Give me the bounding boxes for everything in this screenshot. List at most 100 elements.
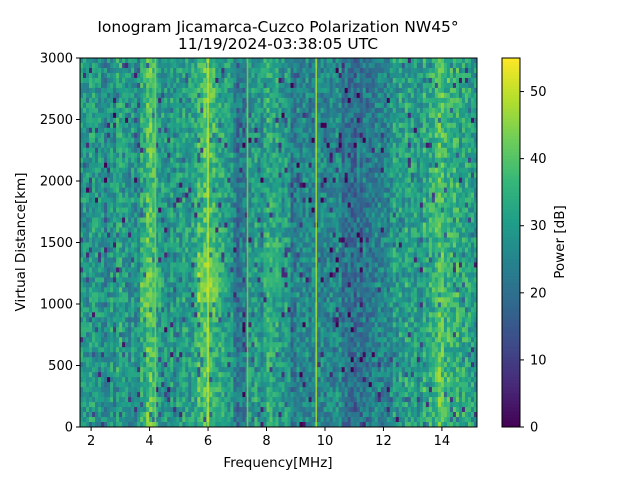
heatmap-cell xyxy=(107,347,111,353)
heatmap-cell xyxy=(134,87,138,94)
heatmap-cell xyxy=(194,292,198,298)
heatmap-cell xyxy=(251,417,255,423)
heatmap-cell xyxy=(86,137,90,144)
heatmap-cell xyxy=(227,242,231,248)
heatmap-cell xyxy=(266,302,270,308)
heatmap-cell xyxy=(134,127,138,134)
heatmap-cell xyxy=(134,222,138,228)
heatmap-cell xyxy=(182,187,186,194)
heatmap-cell xyxy=(173,87,177,94)
heatmap-cell xyxy=(173,337,177,343)
heatmap-cell xyxy=(134,317,138,323)
heatmap-cell xyxy=(164,212,168,218)
heatmap-cell xyxy=(254,372,258,378)
heatmap-cell xyxy=(179,387,183,393)
heatmap-cell xyxy=(260,367,264,373)
heatmap-cell xyxy=(158,62,162,69)
heatmap-cell xyxy=(131,252,135,258)
heatmap-cell xyxy=(197,362,201,368)
heatmap-cell xyxy=(119,187,123,194)
heatmap-cell xyxy=(155,102,159,109)
heatmap-cell xyxy=(143,107,147,114)
heatmap-cell xyxy=(134,92,138,99)
heatmap-cell xyxy=(140,317,144,323)
heatmap-cell xyxy=(254,392,258,398)
heatmap-cell xyxy=(242,417,246,423)
heatmap-cell xyxy=(134,287,138,293)
heatmap-cell xyxy=(176,58,180,64)
heatmap-cell xyxy=(269,302,273,308)
heatmap-cell xyxy=(128,167,132,174)
heatmap-cell xyxy=(122,407,126,413)
heatmap-cell xyxy=(185,252,189,258)
heatmap-cell xyxy=(218,222,222,228)
heatmap-cell xyxy=(215,312,219,318)
heatmap-cell xyxy=(143,172,147,179)
heatmap-cell xyxy=(173,417,177,423)
heatmap-cell xyxy=(230,407,234,413)
heatmap-cell xyxy=(113,287,117,293)
heatmap-cell xyxy=(152,107,156,114)
heatmap-cell xyxy=(131,212,135,218)
heatmap-cell xyxy=(86,272,90,278)
heatmap-cell xyxy=(176,177,180,184)
heatmap-cell xyxy=(128,117,132,124)
heatmap-cell xyxy=(161,82,165,89)
heatmap-cell xyxy=(224,257,228,263)
heatmap-cell xyxy=(122,217,126,223)
heatmap-cell xyxy=(269,367,273,373)
heatmap-cell xyxy=(272,242,276,248)
heatmap-cell xyxy=(155,252,159,258)
heatmap-cell xyxy=(182,157,186,164)
heatmap-cell xyxy=(212,192,216,199)
heatmap-cell xyxy=(224,222,228,228)
heatmap-cell xyxy=(248,237,252,243)
heatmap-cell xyxy=(185,107,189,114)
heatmap-cell xyxy=(212,287,216,293)
heatmap-cell xyxy=(254,282,258,288)
heatmap-cell xyxy=(173,77,177,84)
heatmap-cell xyxy=(200,192,204,199)
heatmap-cell xyxy=(242,112,246,119)
heatmap-cell xyxy=(167,182,171,189)
heatmap-cell xyxy=(149,252,153,258)
heatmap-cell xyxy=(80,407,84,413)
heatmap-cell xyxy=(224,417,228,423)
heatmap-cell xyxy=(113,322,117,328)
heatmap-cell xyxy=(179,347,183,353)
heatmap-cell xyxy=(233,377,237,383)
heatmap-cell xyxy=(185,147,189,154)
heatmap-cell xyxy=(179,192,183,199)
heatmap-cell xyxy=(83,307,87,313)
heatmap-cell xyxy=(191,217,195,223)
heatmap-cell xyxy=(110,367,114,373)
heatmap-cell xyxy=(161,97,165,104)
heatmap-cell xyxy=(83,327,87,333)
heatmap-cell xyxy=(152,402,156,408)
heatmap-cell xyxy=(251,262,255,268)
heatmap-cell xyxy=(95,117,99,124)
heatmap-cell xyxy=(152,302,156,308)
heatmap-cell xyxy=(269,152,273,159)
heatmap-cell xyxy=(161,187,165,194)
heatmap-cell xyxy=(272,82,276,89)
heatmap-cell xyxy=(215,417,219,423)
heatmap-cell xyxy=(218,82,222,89)
heatmap-cell xyxy=(89,217,93,223)
heatmap-cell xyxy=(86,67,90,74)
heatmap-cell xyxy=(116,337,120,343)
heatmap-cell xyxy=(116,157,120,164)
heatmap-cell xyxy=(221,292,225,298)
heatmap-cell xyxy=(80,152,84,159)
heatmap-cell xyxy=(95,227,99,233)
heatmap-cell xyxy=(122,197,126,204)
heatmap-cell xyxy=(89,97,93,104)
heatmap-cell xyxy=(239,282,243,288)
heatmap-cell xyxy=(98,162,102,169)
heatmap-cell xyxy=(260,237,264,243)
heatmap-cell xyxy=(107,307,111,313)
heatmap-cell xyxy=(236,202,240,208)
heatmap-cell xyxy=(200,282,204,288)
heatmap-cell xyxy=(185,297,189,303)
heatmap-cell xyxy=(233,132,237,139)
